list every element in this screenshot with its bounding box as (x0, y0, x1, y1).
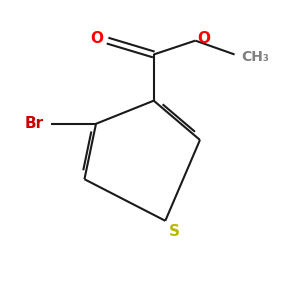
Text: O: O (90, 31, 104, 46)
Text: CH₃: CH₃ (242, 50, 269, 64)
Text: O: O (198, 31, 211, 46)
Text: S: S (169, 224, 180, 239)
Text: Br: Br (25, 116, 44, 131)
